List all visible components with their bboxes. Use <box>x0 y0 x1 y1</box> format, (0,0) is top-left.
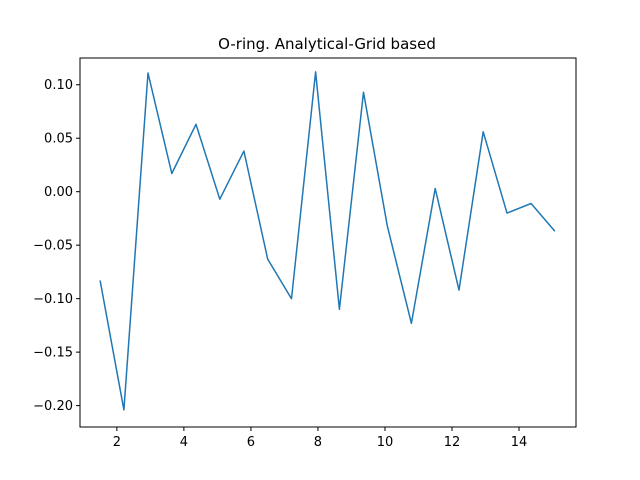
y-tick-label: 0.05 <box>44 132 73 147</box>
series-line-0 <box>99 71 556 411</box>
y-tick-label: 0.10 <box>44 78 73 93</box>
y-tick-label: −0.05 <box>33 239 73 254</box>
plot-frame <box>79 57 577 428</box>
series-layer <box>99 71 556 411</box>
y-tick-label: −0.15 <box>33 346 73 361</box>
x-tick-label: 12 <box>444 435 461 450</box>
y-tick-label: −0.20 <box>33 399 73 414</box>
x-tick-label: 14 <box>511 435 528 450</box>
y-axis: 0.10 0.05 0.00 −0.05 −0.10 −0.15 −0.20 <box>33 78 80 414</box>
y-tick-label: 0.00 <box>44 185 73 200</box>
y-tick-label: −0.10 <box>33 292 73 307</box>
x-tick-label: 6 <box>247 435 255 450</box>
x-tick-label: 8 <box>314 435 322 450</box>
x-tick-label: 2 <box>113 435 121 450</box>
x-tick-label: 10 <box>377 435 394 450</box>
x-axis: 2 4 6 8 10 12 14 <box>113 427 528 450</box>
chart-title: O-ring. Analytical-Grid based <box>218 35 436 53</box>
x-tick-label: 4 <box>180 435 188 450</box>
